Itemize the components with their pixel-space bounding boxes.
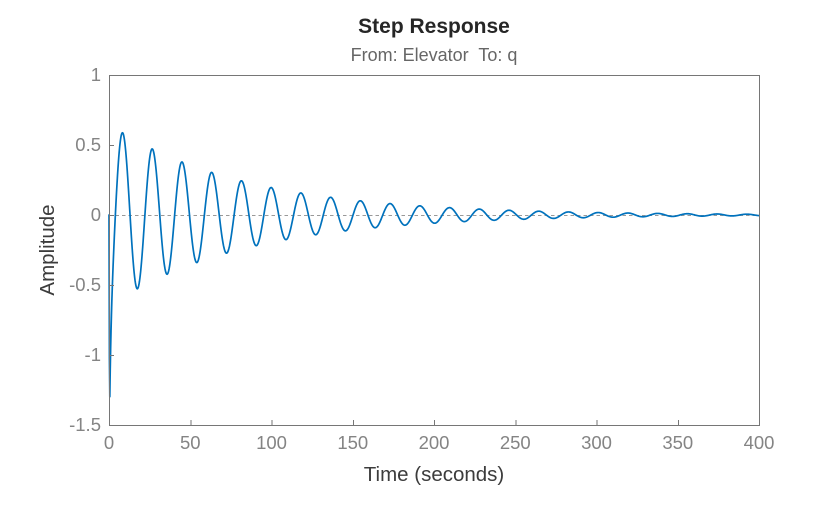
y-tick-label: -1.5: [69, 414, 101, 435]
x-tick-label: 100: [256, 432, 287, 453]
x-axis-label: Time (seconds): [363, 463, 505, 486]
x-tick-label: 300: [581, 432, 612, 453]
step-response-curve: [108, 131, 760, 398]
tick-marks: [109, 75, 760, 426]
x-tick-label: 250: [499, 432, 531, 453]
x-tick-label: 150: [337, 432, 369, 453]
chart-subtitle: From: Elevator To: q: [350, 45, 518, 65]
x-tick-label: 350: [662, 432, 694, 453]
y-tick-label: -1: [84, 344, 101, 365]
y-tick-label: 1: [90, 64, 101, 85]
chart-title: Step Response: [358, 15, 510, 38]
x-tick-label: 400: [743, 432, 775, 453]
y-tick-label: 0.5: [75, 134, 101, 155]
y-tick-label: 0: [90, 204, 101, 225]
y-tick-label: -0.5: [69, 274, 101, 295]
x-tick-label: 0: [103, 432, 115, 453]
x-tick-label: 50: [179, 432, 201, 453]
plot-box: [109, 75, 760, 426]
x-tick-label: 200: [418, 432, 450, 453]
